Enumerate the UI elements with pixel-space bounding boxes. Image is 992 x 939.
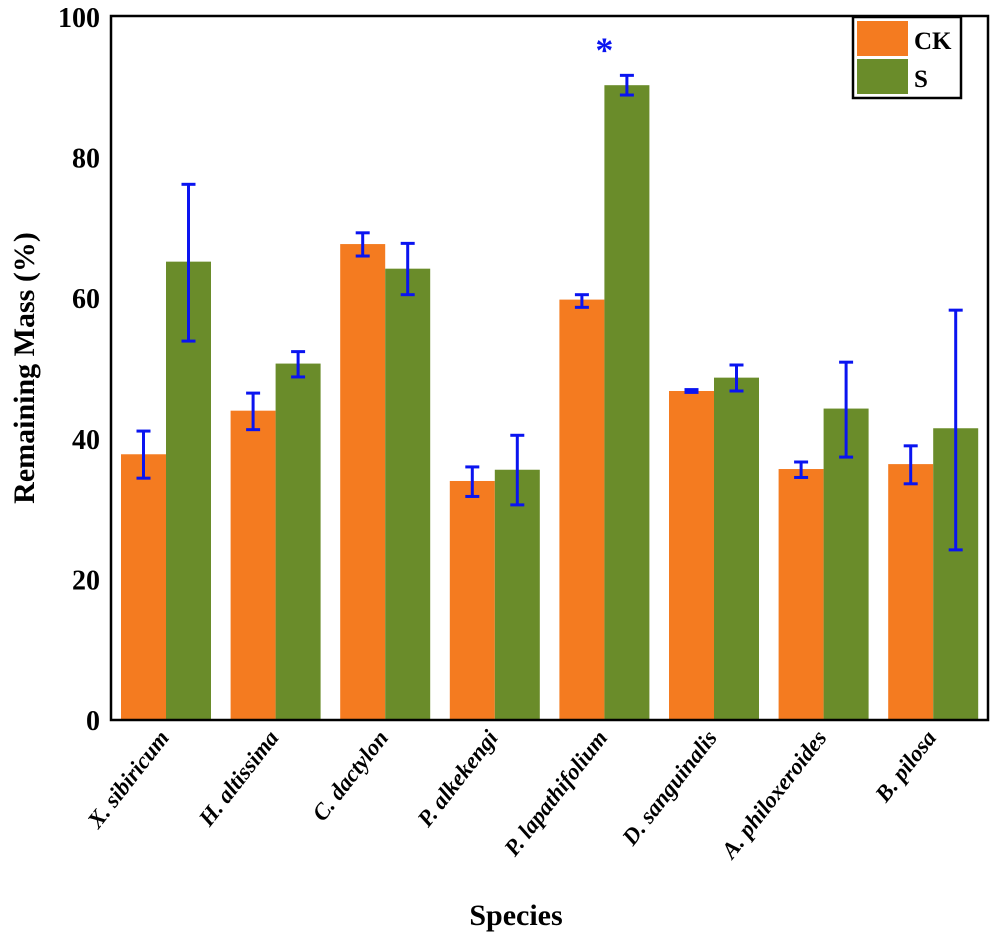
- bar-s: [385, 268, 431, 720]
- x-tick-label: C. dactylon: [307, 726, 393, 826]
- bar-ck: [230, 410, 276, 720]
- y-axis-label: Remaining Mass (%): [8, 232, 41, 504]
- legend-swatch-s: [857, 59, 908, 94]
- bar-s: [714, 377, 759, 720]
- plot-frame: [109, 14, 990, 722]
- y-tick-label: 100: [58, 3, 100, 34]
- bar-s: [494, 469, 540, 720]
- x-tick-label: P. alkekengi: [412, 725, 503, 832]
- significance-marker: *: [595, 30, 613, 70]
- legend-label-s: S: [914, 66, 928, 93]
- x-tick-label: H. altissima: [193, 726, 283, 832]
- bar-ck: [559, 299, 605, 720]
- x-axis-label: Species: [469, 899, 562, 932]
- y-tick-label: 0: [86, 706, 100, 737]
- bar-ck: [669, 390, 714, 720]
- y-tick-label: 40: [72, 425, 100, 456]
- bar-ck: [449, 480, 495, 720]
- bar-ck: [121, 454, 166, 720]
- bar-ck: [888, 464, 934, 720]
- x-tick-label: A. philoxeroides: [715, 726, 831, 865]
- x-tick-label: B. pilosa: [870, 726, 941, 808]
- bar-s: [604, 85, 650, 721]
- y-tick-label: 60: [72, 284, 100, 315]
- bar-s: [275, 363, 321, 720]
- y-tick-label: 80: [72, 144, 100, 175]
- x-tick-label: X. sibiricum: [82, 726, 174, 834]
- x-tick-label: P. lapathifolium: [499, 726, 613, 862]
- legend-label-ck: CK: [914, 28, 952, 55]
- legend-swatch-ck: [857, 21, 908, 56]
- y-tick-label: 20: [72, 565, 100, 596]
- bar-ck: [778, 469, 824, 720]
- bar-ck: [340, 244, 386, 720]
- legend: CK S: [851, 15, 963, 100]
- bar-s: [823, 408, 869, 720]
- x-tick-label: D. sanguinalis: [617, 726, 722, 851]
